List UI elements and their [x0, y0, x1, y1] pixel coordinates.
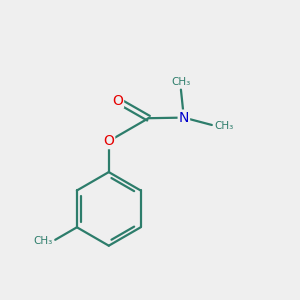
Text: N: N	[179, 111, 189, 124]
Text: CH₃: CH₃	[33, 236, 52, 246]
Text: O: O	[103, 134, 114, 148]
Text: CH₃: CH₃	[171, 77, 190, 87]
Text: CH₃: CH₃	[215, 122, 234, 131]
Text: O: O	[112, 94, 123, 107]
